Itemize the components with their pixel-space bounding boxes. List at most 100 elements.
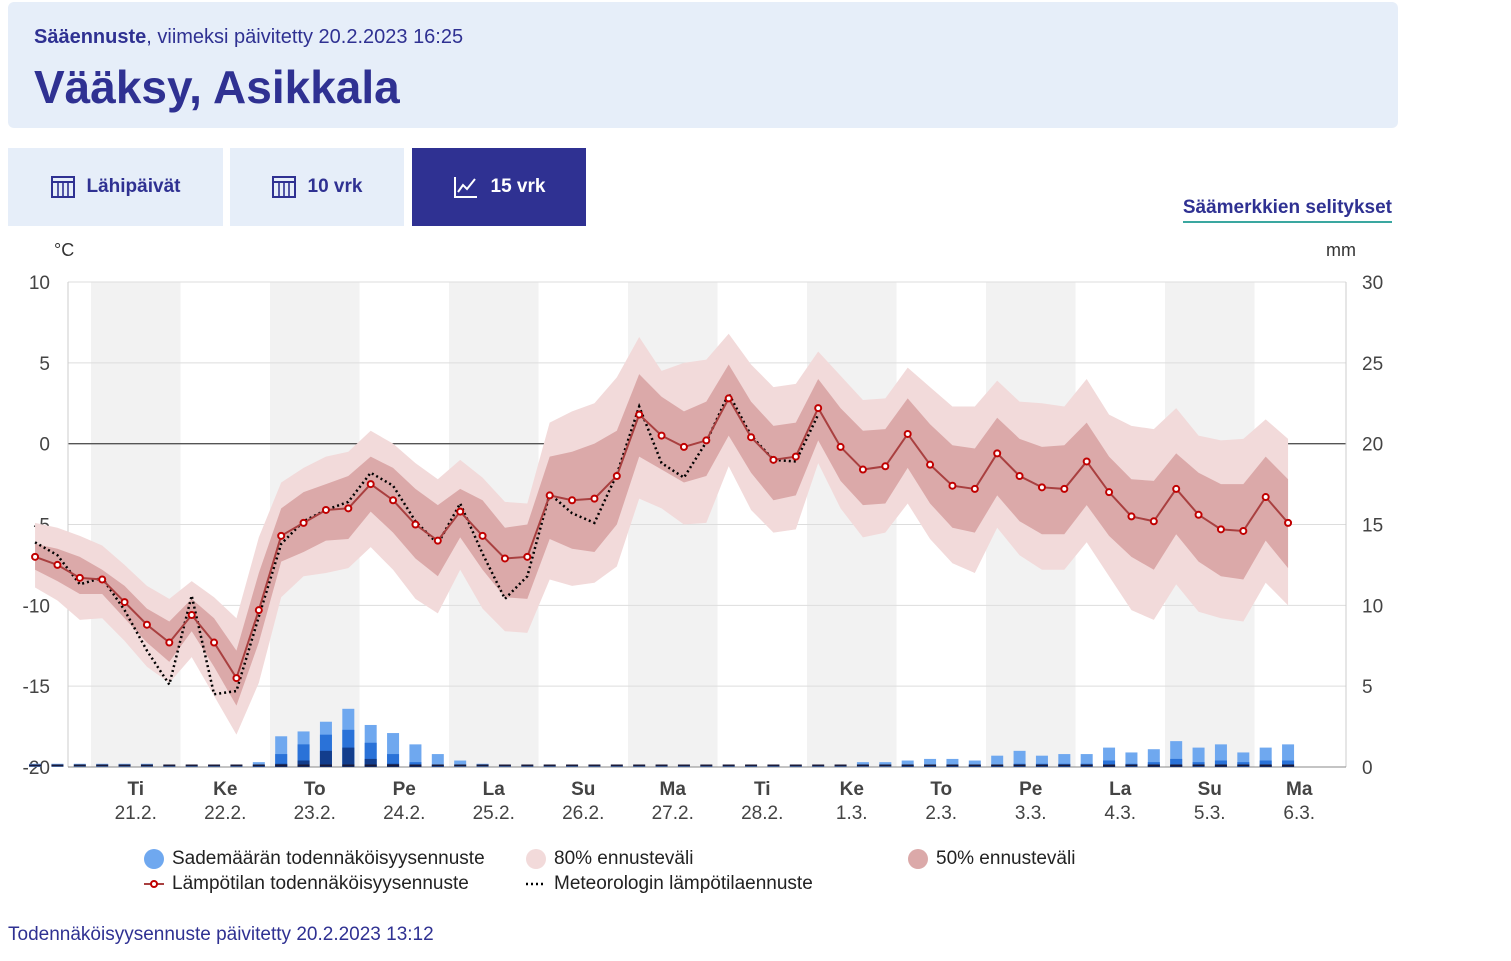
x-date-label: 27.2.: [652, 803, 694, 824]
temperature-point: [724, 394, 733, 403]
temperature-point: [836, 442, 845, 451]
precip-bar: [454, 760, 467, 767]
x-day-label: Pe: [393, 779, 416, 800]
temperature-point: [254, 606, 263, 615]
x-date-label: 4.3.: [1104, 803, 1136, 824]
temperature-point: [187, 611, 196, 620]
y-tick-left: 0: [39, 435, 50, 456]
tab-label: 15 vrk: [490, 176, 546, 197]
temperature-point: [769, 455, 778, 464]
x-day-label: Ma: [1286, 779, 1313, 800]
temperature-point: [747, 433, 756, 442]
temperature-point: [142, 620, 151, 629]
x-day-label: Ma: [660, 779, 687, 800]
precip-bar-dark: [342, 747, 355, 767]
temperature-point: [120, 598, 129, 607]
precip-bar-dark: [297, 760, 310, 767]
x-day-label: Ti: [127, 779, 144, 800]
precip-bar: [946, 758, 959, 767]
temperature-point: [1194, 510, 1203, 519]
x-date-label: 3.3.: [1015, 803, 1047, 824]
temperature-point: [791, 452, 800, 461]
x-day-label: Su: [1198, 779, 1222, 800]
temperature-point: [1216, 525, 1225, 534]
meteo-line-swatch: [526, 882, 546, 886]
temperature-point: [411, 520, 420, 529]
temperature-point: [903, 429, 912, 438]
temperature-point: [53, 560, 62, 569]
precip-bar: [924, 758, 937, 767]
meteorologist-line: [34, 390, 820, 696]
temperature-point: [210, 638, 219, 647]
temperature-point: [993, 449, 1002, 458]
temperature-point: [545, 491, 554, 500]
x-date-label: 2.3.: [925, 803, 957, 824]
precip-bar-mid: [1282, 760, 1295, 767]
temperature-point: [1127, 512, 1136, 521]
precip-bar-mid: [1170, 758, 1183, 767]
temperature-point: [1284, 518, 1293, 527]
precip-bar: [1125, 752, 1138, 767]
temperature-point: [366, 480, 375, 489]
precip-bar: [431, 754, 444, 767]
y-tick-right: 0: [1362, 758, 1373, 779]
precip-bar-dark: [319, 750, 332, 767]
temperature-point: [858, 465, 867, 474]
tab-15-vrk[interactable]: 15 vrk: [412, 148, 586, 226]
tab-10-vrk[interactable]: 10 vrk: [230, 148, 404, 226]
x-day-label: Ti: [754, 779, 771, 800]
temperature-point: [98, 575, 107, 584]
updated-time: , viimeksi päivitetty 20.2.2023 16:25: [146, 26, 464, 48]
x-day-label: To: [304, 779, 326, 800]
temperature-point: [1239, 526, 1248, 535]
x-day-label: Pe: [1019, 779, 1042, 800]
product-name: Sääennuste: [34, 26, 147, 48]
precip-bar: [968, 760, 981, 767]
temperature-point: [612, 472, 621, 480]
legend-temp: Lämpötilan todennäköisyysennuste: [144, 873, 469, 895]
temperature-point: [814, 404, 823, 413]
legend-meteo-label: Meteorologin lämpötilaennuste: [554, 873, 813, 894]
x-date-label: 23.2.: [294, 803, 336, 824]
y-tick-left: -15: [23, 677, 50, 698]
calendar-grid-icon: [271, 176, 296, 198]
temperature-point: [1261, 493, 1270, 502]
temperature-point: [590, 494, 599, 503]
weather-symbols-link[interactable]: Säämerkkien selitykset: [1182, 197, 1392, 223]
forecast-subtitle: Sääennuste, viimeksi päivitetty 20.2.202…: [34, 26, 463, 49]
y-tick-right: 30: [1362, 273, 1383, 294]
temperature-point: [433, 536, 442, 545]
temperature-point: [277, 531, 286, 540]
x-date-label: 24.2.: [383, 803, 425, 824]
legend-precip: Sademäärän todennäköisyysennuste: [144, 848, 485, 870]
legend-precip-label: Sademäärän todennäköisyysennuste: [172, 848, 485, 869]
y-tick-right: 10: [1362, 596, 1383, 617]
legend-temp-label: Lämpötilan todennäköisyysennuste: [172, 873, 469, 894]
x-date-label: 6.3.: [1283, 803, 1315, 824]
precip-bar: [1035, 755, 1048, 767]
temperature-point: [500, 554, 509, 563]
legend-band50-label: 50% ennusteväli: [936, 848, 1076, 869]
temperature-point: [165, 638, 174, 647]
left-axis-unit: °C: [54, 240, 75, 260]
legend-band80: 80% ennusteväli: [526, 848, 693, 870]
temperature-point: [926, 460, 935, 469]
temperature-point: [299, 518, 308, 527]
x-day-label: Ke: [840, 779, 864, 800]
temperature-point: [75, 573, 84, 582]
probability-updated: Todennäköisyysennuste päivitetty 20.2.20…: [8, 924, 434, 945]
right-axis-unit: mm: [1326, 240, 1356, 260]
temperature-point: [1060, 484, 1069, 493]
temperature-point: [679, 442, 688, 451]
temperature-point: [478, 531, 487, 540]
tab-lahipaivat[interactable]: Lähipäivät: [8, 148, 223, 226]
temperature-point: [1105, 488, 1114, 497]
temperature-point: [635, 410, 644, 419]
calendar-grid-icon: [50, 176, 75, 198]
chart-legend: Sademäärän todennäköisyysennuste 80% enn…: [144, 848, 1144, 898]
temperature-point: [970, 484, 979, 493]
precip-bar: [1013, 750, 1026, 767]
temp-line-swatch: [144, 880, 164, 888]
precip-bar-mid: [1103, 760, 1116, 767]
tab-label: 10 vrk: [307, 176, 363, 197]
